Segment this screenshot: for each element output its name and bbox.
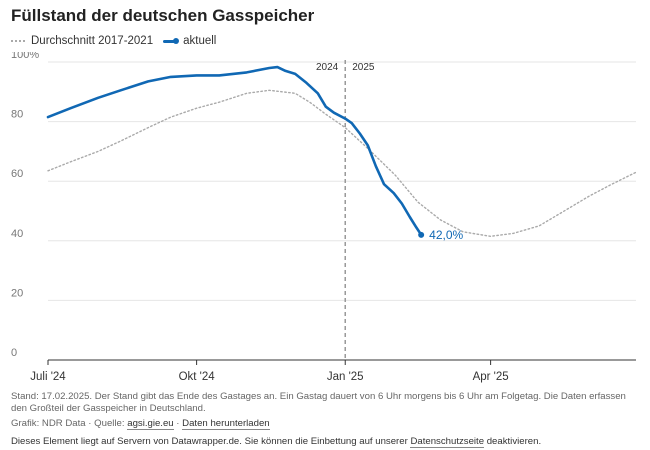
x-tick-label: Okt '24 [179, 371, 216, 383]
privacy-page-link[interactable]: Datenschutzseite [410, 436, 485, 448]
legend-swatch-current [163, 38, 180, 44]
x-tick-label: Jan '25 [327, 371, 364, 383]
legend-item-average: Durchschnitt 2017-2021 [11, 35, 153, 47]
y-tick-label: 60 [11, 168, 23, 180]
y-tick-label: 100% [11, 52, 39, 61]
legend-label-average: Durchschnitt 2017-2021 [31, 35, 154, 47]
y-tick-label: 80 [11, 109, 23, 121]
notes-credits: Grafik: NDR Data · Quelle: agsi.gie.eu ·… [11, 418, 639, 430]
current-end-point [418, 231, 425, 238]
legend-item-current: aktuell [163, 35, 216, 47]
chart-legend: Durchschnitt 2017-2021 aktuell [11, 33, 226, 49]
series-line-average [47, 89, 637, 238]
privacy-suffix: deaktivieren. [484, 436, 542, 447]
source-link[interactable]: agsi.gie.eu [127, 418, 174, 430]
x-tick-label: Apr '25 [473, 371, 509, 383]
y-tick-label: 20 [11, 287, 23, 299]
privacy-prefix: Dieses Element liegt auf Servern von Dat… [11, 436, 411, 447]
legend-swatch-average [11, 40, 25, 42]
legend-label-current: aktuell [183, 35, 217, 47]
line-chart: 0 20 40 60 80 100% Juli '24 Okt '24 Jan '25 Apr '… [11, 52, 637, 383]
chart-title: Füllstand der deutschen Gasspeicher [11, 6, 315, 25]
download-data-link[interactable]: Daten herunterladen [182, 418, 270, 430]
current-end-label: 42,0% [429, 228, 463, 242]
y-tick-label: 0 [11, 347, 17, 359]
year-label-before: 2024 [316, 62, 339, 73]
x-tick-label: Juli '24 [30, 371, 66, 383]
notes-description: Stand: 17.02.2025. Der Stand gibt das En… [11, 391, 626, 414]
chart-notes: Stand: 17.02.2025. Der Stand gibt das En… [11, 391, 639, 448]
year-label-after: 2025 [352, 62, 375, 73]
series-line-current [46, 65, 423, 237]
credit-prefix: Grafik: NDR Data · Quelle: [11, 418, 128, 429]
y-tick-label: 40 [11, 228, 23, 240]
credit-separator: · [173, 418, 183, 429]
notes-privacy: Dieses Element liegt auf Servern von Dat… [11, 436, 639, 448]
